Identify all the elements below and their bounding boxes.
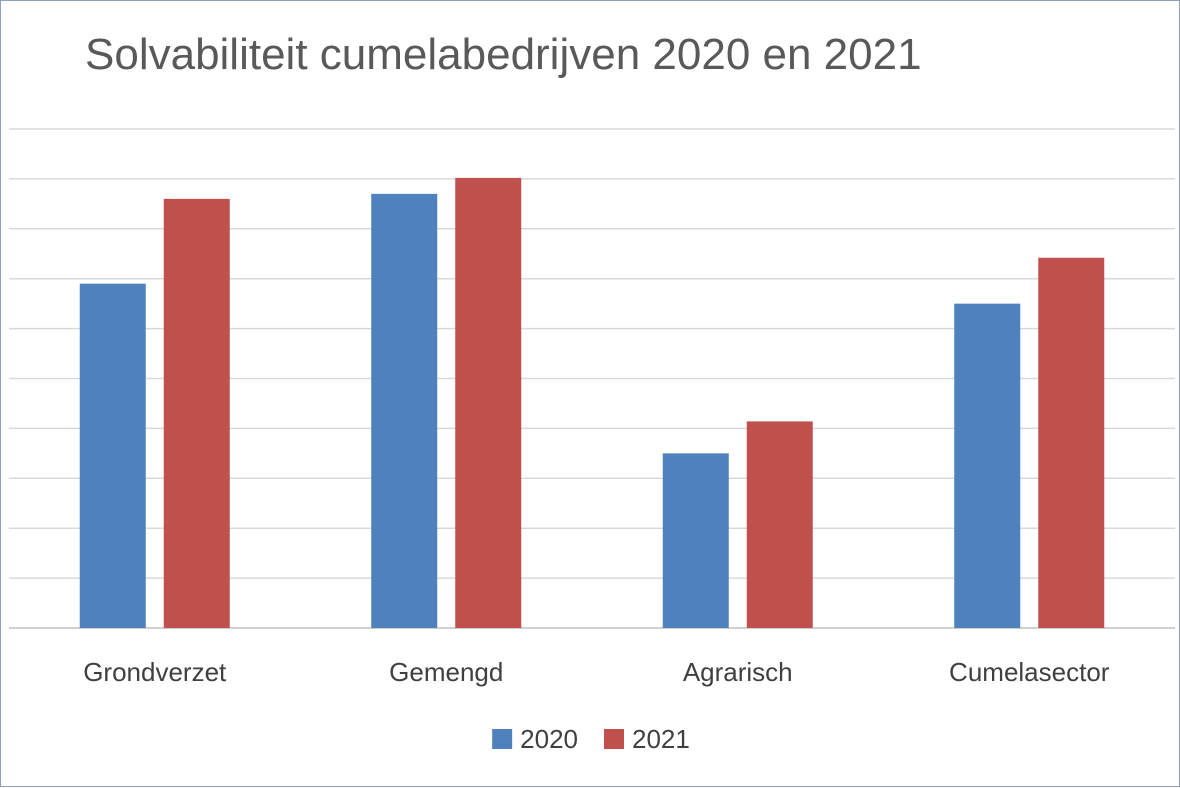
- bar-2021-agrarisch: [746, 421, 813, 628]
- bar-2021-gemengd: [455, 177, 522, 629]
- legend-label-2021: 2021: [632, 724, 690, 754]
- bar-2020-gemengd: [371, 193, 438, 628]
- bar-2021-cumelasector: [1038, 257, 1105, 628]
- bar-2020-cumelasector: [954, 303, 1021, 628]
- category-label: Agrarisch: [683, 657, 793, 687]
- bar-2021-grondverzet: [163, 198, 230, 629]
- bar-2020-agrarisch: [662, 453, 729, 628]
- legend-swatch-2020: [492, 729, 513, 749]
- bars: [79, 177, 1105, 629]
- chart-title: Solvabiliteit cumelabedrijven 2020 en 20…: [85, 30, 922, 79]
- legend-swatch-2021: [604, 729, 624, 749]
- legend: 2020 2021: [492, 724, 690, 754]
- category-label: Grondverzet: [83, 657, 227, 687]
- bar-2020-grondverzet: [79, 283, 146, 628]
- category-labels: Grondverzet Gemengd Agrarisch Cumelasector: [83, 657, 1110, 687]
- category-label: Gemengd: [389, 657, 503, 687]
- category-label: Cumelasector: [949, 657, 1110, 687]
- legend-label-2020: 2020: [520, 724, 578, 754]
